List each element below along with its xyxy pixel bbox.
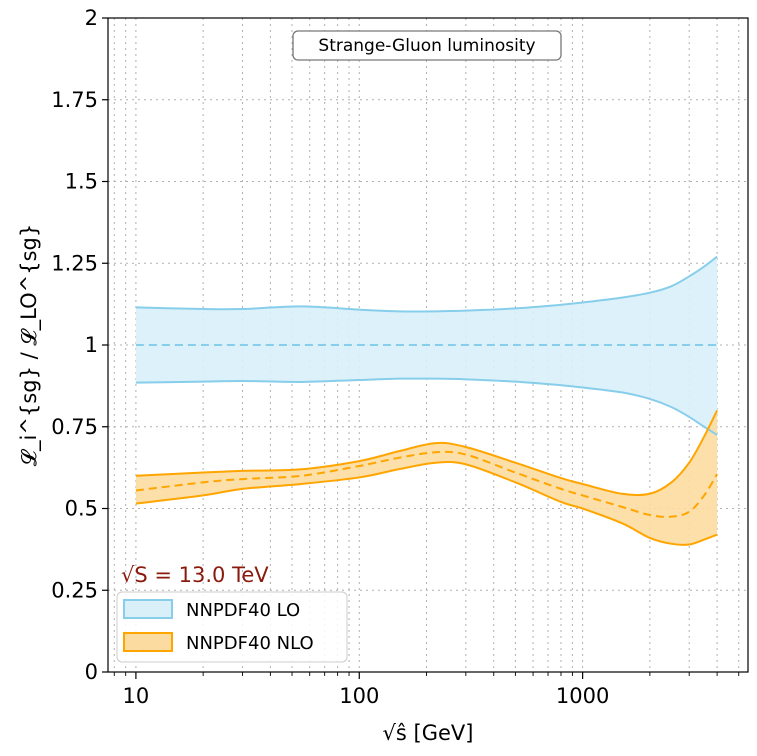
legend-swatch-lo	[123, 599, 173, 619]
legend-swatch-nlo	[123, 632, 173, 652]
upper-line-lo	[135, 255, 718, 313]
y-tick-label: 0.25	[51, 578, 98, 602]
y-axis-title: 𝓛_i^{sg} / 𝓛_LO^{sg}	[17, 224, 42, 466]
legend-label-lo: NNPDF40 LO	[186, 600, 300, 621]
y-tick-label: 1.25	[51, 251, 98, 275]
lower-line-lo	[135, 377, 718, 436]
chart-title-frame	[292, 30, 562, 61]
y-tick-label: 2	[85, 6, 98, 30]
series-lines	[135, 255, 719, 546]
x-axis-title: √ŝ [GeV]	[383, 721, 474, 745]
y-tick-label: 1.5	[65, 170, 98, 194]
y-tick-label: 0	[85, 660, 98, 684]
y-tick-label: 1	[85, 333, 98, 357]
chart-title-box: Strange-Gluon luminosity	[292, 30, 562, 61]
x-tick-label: 100	[339, 684, 379, 708]
energy-annotation: √S = 13.0 TeV	[121, 563, 269, 587]
x-tick-label: 1000	[556, 684, 609, 708]
x-tick-label: 10	[123, 684, 150, 708]
y-tick-label: 1.75	[51, 88, 98, 112]
legend-frame	[116, 591, 348, 663]
lower-line-nlo	[135, 461, 718, 546]
chart-title: Strange-Gluon luminosity	[318, 36, 535, 56]
upper-line-nlo	[135, 409, 719, 497]
legend-label-nlo: NNPDF40 NLO	[186, 633, 314, 654]
y-tick-label: 0.5	[65, 497, 98, 521]
axis-ticks: 0 0.25 0.5 0.75 1 1.25 1.5 1.75 2 10 100 1000	[51, 6, 740, 708]
central-line-nlo	[135, 450, 718, 518]
legend: NNPDF40 LO NNPDF40 NLO	[116, 591, 348, 663]
grid-lines	[108, 18, 748, 672]
y-tick-label: 0.75	[51, 415, 98, 439]
